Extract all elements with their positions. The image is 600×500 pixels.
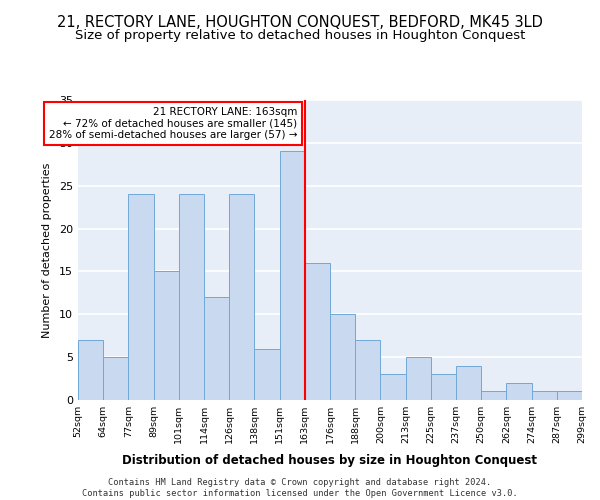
Bar: [481, 392, 506, 400]
Bar: [204, 297, 229, 400]
Bar: [532, 392, 557, 400]
Bar: [229, 194, 254, 400]
Bar: [557, 392, 582, 400]
Bar: [154, 272, 179, 400]
Bar: [254, 348, 280, 400]
Bar: [103, 357, 128, 400]
Bar: [179, 194, 204, 400]
Y-axis label: Number of detached properties: Number of detached properties: [42, 162, 52, 338]
Text: 21, RECTORY LANE, HOUGHTON CONQUEST, BEDFORD, MK45 3LD: 21, RECTORY LANE, HOUGHTON CONQUEST, BED…: [57, 15, 543, 30]
Bar: [431, 374, 456, 400]
Bar: [280, 152, 305, 400]
Text: 21 RECTORY LANE: 163sqm
← 72% of detached houses are smaller (145)
28% of semi-d: 21 RECTORY LANE: 163sqm ← 72% of detache…: [49, 107, 297, 140]
Text: Size of property relative to detached houses in Houghton Conquest: Size of property relative to detached ho…: [75, 29, 525, 42]
Bar: [406, 357, 431, 400]
Bar: [78, 340, 103, 400]
Bar: [305, 263, 330, 400]
Bar: [380, 374, 406, 400]
Bar: [128, 194, 154, 400]
Bar: [355, 340, 380, 400]
Bar: [330, 314, 355, 400]
X-axis label: Distribution of detached houses by size in Houghton Conquest: Distribution of detached houses by size …: [122, 454, 538, 468]
Bar: [506, 383, 532, 400]
Text: Contains HM Land Registry data © Crown copyright and database right 2024.
Contai: Contains HM Land Registry data © Crown c…: [82, 478, 518, 498]
Bar: [456, 366, 481, 400]
